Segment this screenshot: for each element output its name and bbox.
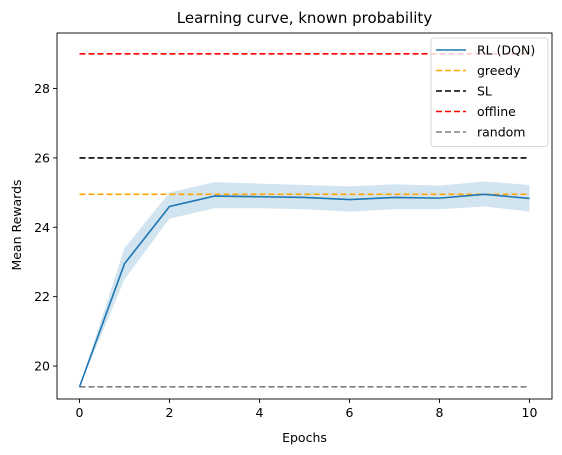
- x-tick-label: 10: [522, 405, 538, 420]
- y-tick-label: 20: [34, 359, 50, 374]
- x-tick-label: 8: [436, 405, 444, 420]
- x-tick-label: 2: [166, 405, 174, 420]
- legend-label: SL: [477, 84, 492, 99]
- legend-box: [430, 37, 549, 147]
- axes-frame: [56, 32, 553, 400]
- y-tick-label: 26: [34, 150, 50, 165]
- legend-label: greedy: [477, 63, 521, 78]
- legend-label: offline: [477, 104, 516, 119]
- y-tick-label: 28: [34, 81, 50, 96]
- y-axis-label: Mean Rewards: [9, 179, 24, 270]
- x-tick-label: 6: [346, 405, 354, 420]
- confidence-band: [79, 181, 530, 387]
- legend: RL (DQN) greedy SL offline random: [430, 37, 549, 147]
- series-line-rl-dqn: [78, 193, 530, 388]
- y-tick-label: 22: [34, 289, 50, 304]
- y-tick-label: 24: [34, 220, 50, 235]
- chart-title: Learning curve, known probability: [177, 9, 433, 27]
- legend-label: random: [477, 125, 525, 140]
- x-axis-label: Epochs: [282, 430, 327, 445]
- legend-label: RL (DQN): [477, 43, 535, 58]
- x-tick-label: 0: [76, 405, 84, 420]
- x-tick-label: 4: [256, 405, 264, 420]
